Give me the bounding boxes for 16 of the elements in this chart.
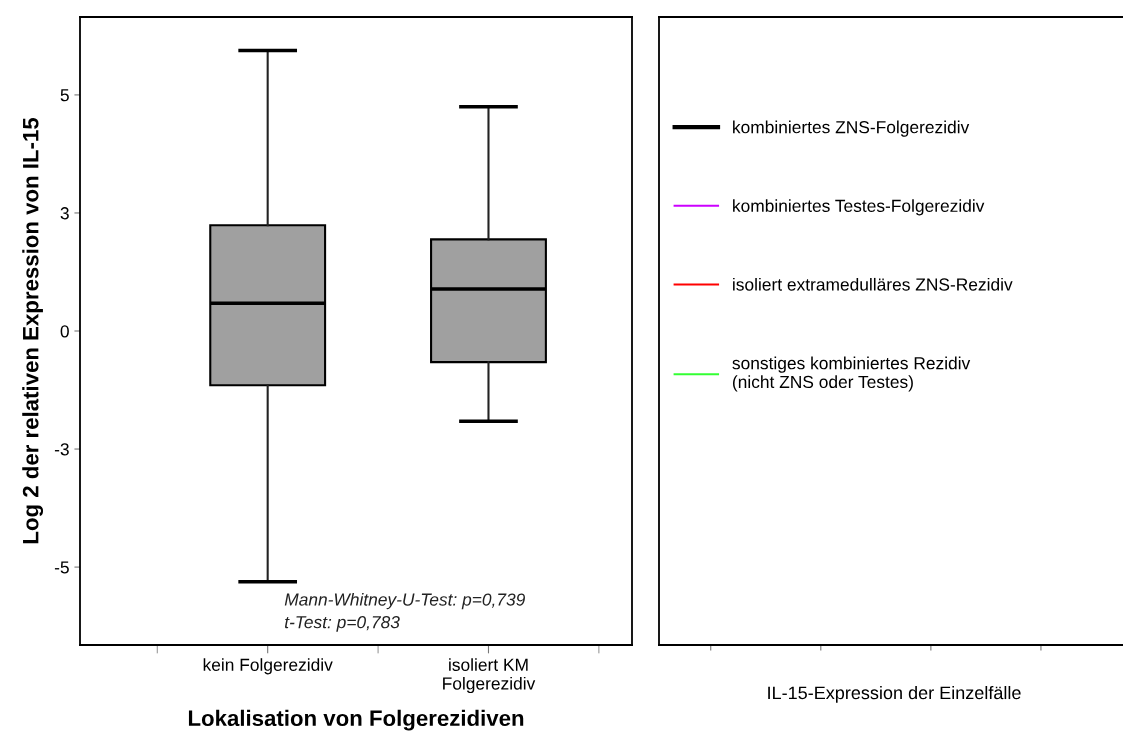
x-tick-label: isoliert KM Folgerezidiv <box>443 658 536 694</box>
legend-label: kombiniertes ZNS-Folgerezidiv <box>733 120 970 137</box>
y-axis-title: Log 2 der relativen Expression von IL-15 <box>22 117 44 544</box>
legend-label: kombiniertes Testes-Folgerezidiv <box>733 199 985 216</box>
x-axis-title: Lokalisation von Folgerezidiven <box>188 709 524 731</box>
legend-label: isoliert extramedulläres ZNS-Rezidiv <box>733 277 1013 291</box>
legend-label: sonstiges kombiniertes Rezidiv (nicht ZNS oder Testes) <box>732 356 971 392</box>
y-tick-label: 3 <box>60 207 69 220</box>
y-tick-label: 5 <box>60 89 69 102</box>
x-tick-label: kein Folgerezidiv <box>203 658 333 675</box>
text: IL-15-Expression der Einzelfälle <box>768 685 1021 703</box>
y-tick-label: 0 <box>60 325 69 338</box>
y-tick-label: -5 <box>54 561 69 574</box>
annotation: Mann-Whitney-U-Test: p=0,739 <box>284 592 525 610</box>
annotation: t-Test: p=0,783 <box>285 616 400 632</box>
y-tick-label: -3 <box>54 443 69 456</box>
